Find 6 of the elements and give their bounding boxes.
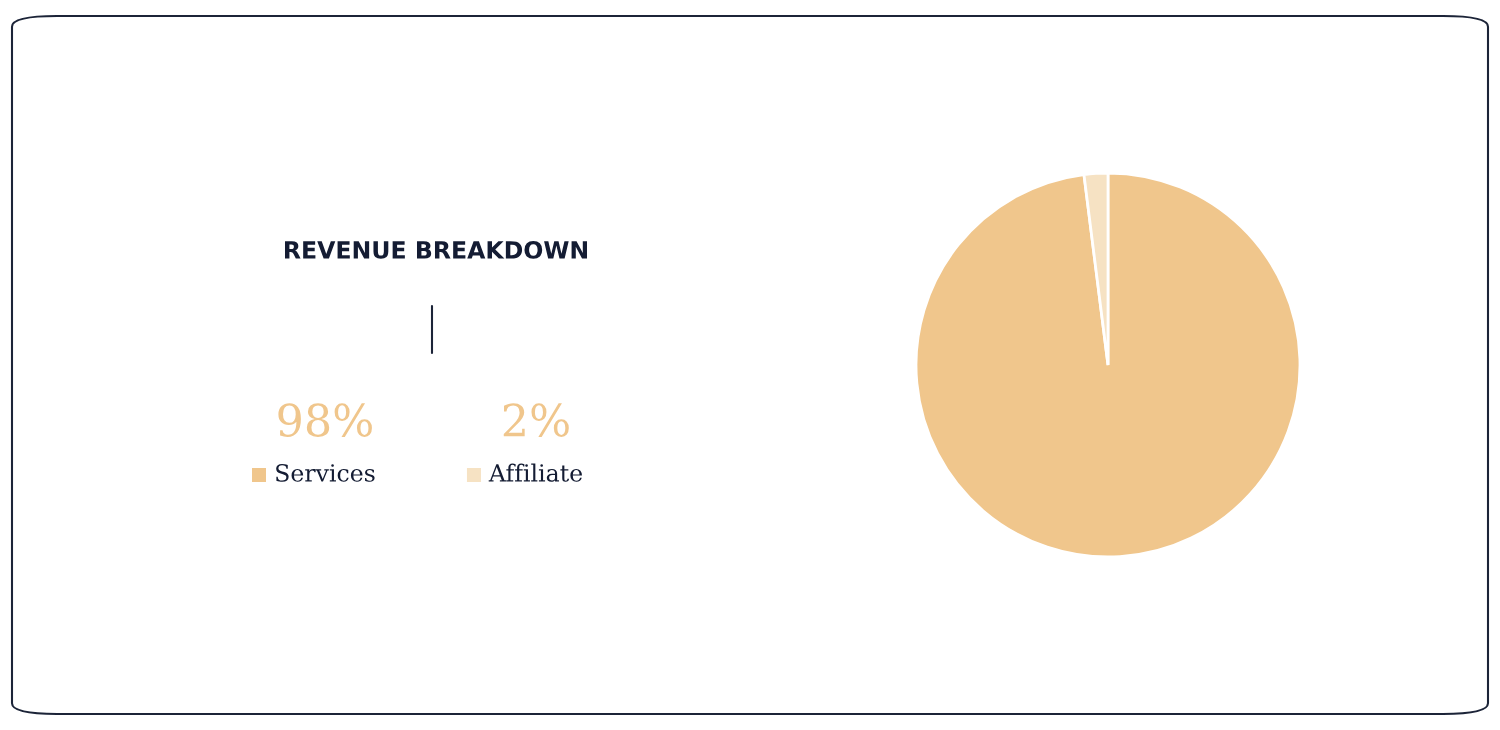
legend-label: Affiliate xyxy=(488,463,582,482)
data-label: 98% xyxy=(278,403,372,437)
data-label: 2% xyxy=(503,403,569,437)
legend-label: Services xyxy=(276,463,375,482)
pie-slice xyxy=(914,171,1302,559)
text: REVENUE BREAKDOWN xyxy=(285,240,588,259)
